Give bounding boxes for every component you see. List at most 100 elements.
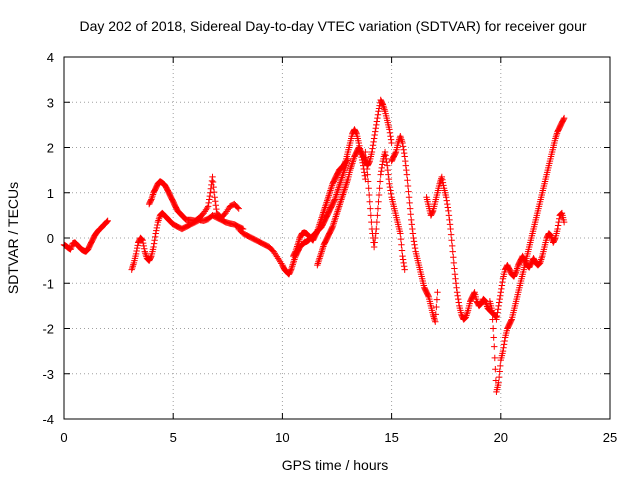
data-point	[369, 145, 376, 152]
data-point	[386, 129, 394, 136]
data-point	[497, 289, 504, 296]
data-point	[333, 211, 340, 219]
data-point	[448, 237, 455, 244]
data-point	[491, 343, 498, 350]
data-point	[318, 248, 325, 255]
data-point	[381, 148, 389, 156]
data-point	[446, 216, 453, 224]
data-point	[552, 133, 560, 140]
data-point	[336, 201, 343, 208]
data-point	[335, 203, 343, 210]
data-point	[335, 184, 342, 191]
data-point	[348, 161, 355, 169]
data-point	[336, 181, 343, 188]
data-point	[372, 128, 379, 135]
data-point	[334, 206, 342, 213]
data-point	[331, 197, 338, 204]
data-point	[373, 118, 381, 125]
data-point	[366, 191, 373, 199]
data-point	[498, 285, 505, 293]
data-point	[153, 227, 160, 234]
data-point	[379, 100, 386, 107]
data-point	[326, 188, 334, 196]
data-point	[488, 307, 496, 314]
data-point	[339, 191, 347, 198]
data-point	[339, 192, 346, 200]
data-point	[387, 136, 395, 143]
data-point	[210, 188, 218, 196]
data-point	[289, 263, 296, 270]
data-point	[338, 194, 346, 202]
series-segment	[145, 173, 242, 225]
data-point	[316, 255, 323, 262]
data-point	[331, 216, 339, 224]
y-tick-label: -4	[42, 412, 54, 427]
data-point	[328, 183, 335, 191]
data-point	[387, 190, 395, 198]
data-point	[104, 217, 111, 225]
data-point	[133, 244, 141, 252]
data-point	[388, 139, 395, 147]
series-segment	[128, 209, 247, 273]
data-point	[335, 204, 342, 212]
data-point	[323, 199, 330, 206]
data-point	[400, 149, 408, 157]
data-point	[405, 188, 412, 195]
data-point	[399, 143, 407, 150]
data-point	[327, 185, 335, 192]
data-point	[366, 159, 373, 166]
y-tick-label: 3	[47, 95, 54, 110]
y-tick-label: -1	[42, 276, 54, 291]
data-point	[538, 254, 545, 261]
data-point	[367, 212, 375, 219]
data-point	[398, 247, 406, 254]
data-point	[133, 247, 140, 255]
data-point	[411, 241, 418, 248]
data-point	[373, 225, 380, 233]
y-tick-label: -3	[42, 367, 54, 382]
series-segment	[423, 173, 500, 323]
data-point	[314, 260, 322, 267]
data-point	[212, 198, 219, 205]
x-axis-title: GPS time / hours	[282, 457, 389, 473]
data-point	[374, 212, 381, 219]
data-point	[408, 216, 415, 224]
data-point	[379, 161, 386, 168]
data-point	[384, 166, 391, 174]
data-point	[494, 309, 501, 316]
data-point	[347, 163, 355, 170]
data-point	[153, 224, 161, 232]
data-point	[333, 209, 341, 217]
data-point	[206, 196, 213, 203]
data-point	[349, 160, 356, 167]
data-point	[350, 156, 357, 164]
data-point	[556, 215, 563, 222]
data-point	[431, 316, 438, 324]
data-point	[439, 179, 447, 186]
data-point	[154, 221, 161, 229]
data-point	[433, 303, 440, 311]
data-point	[341, 159, 349, 166]
data-point	[317, 251, 324, 259]
tick-layer: 0 5 10 15 20 25 -4 -3 -2 -1 0 1 2 3 4	[42, 50, 617, 445]
data-point	[375, 191, 383, 199]
x-tick-label: 20	[494, 430, 508, 445]
data-point	[207, 189, 214, 196]
data-point	[235, 205, 242, 212]
data-point	[402, 157, 409, 165]
data-point	[492, 366, 499, 373]
data-point	[555, 218, 562, 226]
y-axis-title: SDTVAR / TECUs	[5, 182, 21, 294]
data-point	[386, 183, 394, 191]
data-point	[362, 148, 369, 156]
data-point	[321, 205, 328, 213]
data-point	[399, 252, 406, 260]
data-point	[439, 176, 446, 183]
data-point	[337, 198, 345, 205]
data-point	[332, 192, 340, 200]
data-point	[361, 169, 368, 176]
data-point	[343, 179, 351, 186]
data-point	[155, 217, 162, 224]
data-point	[496, 295, 503, 303]
